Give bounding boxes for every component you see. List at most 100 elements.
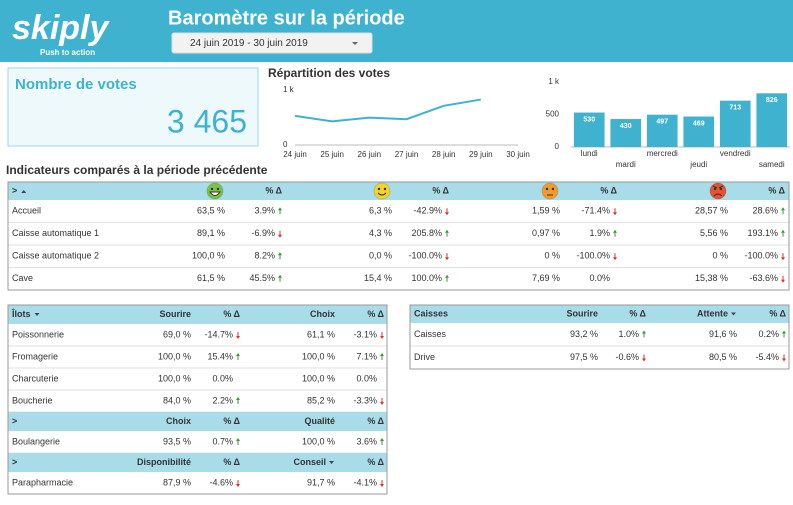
row-label: Charcuterie bbox=[12, 373, 59, 383]
column-header: Qualité bbox=[304, 416, 335, 426]
column-header: Sourire bbox=[159, 309, 191, 319]
cell-value: 63,5 % bbox=[197, 206, 225, 216]
x-tick-label: lundi bbox=[581, 149, 598, 158]
sort-caret bbox=[34, 313, 40, 316]
row-label: Boucherie bbox=[12, 395, 53, 405]
cell-value: 93,5 % bbox=[163, 436, 191, 446]
smiley-eye bbox=[383, 187, 387, 191]
column-header: Attente bbox=[697, 308, 728, 318]
cell-delta: 1.9% bbox=[589, 228, 610, 238]
cell-delta: 0.0% bbox=[589, 273, 610, 283]
page-title: Baromètre sur la période bbox=[168, 7, 405, 29]
cell-value: 100,0 % bbox=[158, 373, 191, 383]
row-label: Caisse automatique 2 bbox=[12, 251, 99, 261]
kpi-value: 3 465 bbox=[167, 103, 247, 139]
cell-delta: -100.0% bbox=[576, 251, 610, 261]
smiley-eye bbox=[713, 187, 717, 191]
cell-value: 80,5 % bbox=[709, 352, 737, 362]
x-tick-label: 25 juin bbox=[320, 150, 344, 159]
trend-arrow-head bbox=[380, 438, 384, 441]
trend-arrow-head bbox=[236, 353, 240, 356]
bar bbox=[610, 119, 642, 147]
kpi-box bbox=[7, 67, 259, 147]
bar-value-label: 430 bbox=[620, 123, 632, 130]
table-header bbox=[410, 305, 789, 323]
column-header: Choix bbox=[166, 416, 191, 426]
logo: skiply bbox=[12, 9, 110, 47]
column-header-delta: % Δ bbox=[367, 416, 384, 426]
row-label: Caisses bbox=[414, 329, 447, 339]
trend-arrow-head bbox=[613, 257, 617, 261]
cell-value: 100,0 % bbox=[302, 436, 335, 446]
cell-value: 61,5 % bbox=[197, 273, 225, 283]
trend-arrow-head bbox=[445, 212, 449, 216]
row-label: Accueil bbox=[12, 206, 41, 216]
cell-value: 84,0 % bbox=[163, 395, 191, 405]
trend-arrow-head bbox=[236, 336, 240, 339]
cell-value: 7,69 % bbox=[532, 273, 560, 283]
column-header: Conseil bbox=[293, 457, 326, 467]
trend-arrow-head bbox=[445, 274, 449, 278]
y-tick-label: 500 bbox=[546, 110, 560, 119]
cell-delta: 0.0% bbox=[356, 373, 377, 383]
smiley-eye bbox=[719, 187, 723, 191]
bar bbox=[756, 93, 788, 147]
cell-value: 1,59 % bbox=[532, 206, 560, 216]
bar-value-label: 497 bbox=[656, 119, 668, 126]
cell-delta: -6.9% bbox=[251, 228, 275, 238]
cell-value: 97,5 % bbox=[570, 352, 598, 362]
cell-value: 91,7 % bbox=[307, 477, 335, 487]
cell-delta: 7.1% bbox=[356, 351, 377, 361]
column-header-delta: % Δ bbox=[768, 185, 785, 195]
trend-arrow-head bbox=[380, 484, 384, 487]
header-label: > bbox=[12, 185, 17, 195]
table-header bbox=[8, 412, 387, 431]
trend-arrow-head bbox=[781, 279, 785, 283]
trend-arrow-head bbox=[782, 358, 786, 362]
cell-delta: -14.7% bbox=[204, 329, 233, 339]
cell-delta: 100.0% bbox=[411, 273, 442, 283]
smiley-mouth bbox=[377, 192, 387, 196]
cell-value: 0 % bbox=[712, 251, 728, 261]
header-label: Caisses bbox=[414, 308, 448, 318]
cell-value: 28,57 % bbox=[695, 206, 728, 216]
cell-delta: 2.2% bbox=[212, 395, 233, 405]
x-tick-label: samedi bbox=[759, 160, 785, 169]
trend-arrow-head bbox=[781, 207, 785, 211]
sort-caret bbox=[731, 312, 736, 316]
cell-delta: 8.2% bbox=[254, 251, 275, 261]
row-label: Boulangerie bbox=[12, 436, 60, 446]
column-header: Disponibilité bbox=[137, 457, 191, 467]
column-header: Choix bbox=[310, 309, 335, 319]
cell-delta: -5.4% bbox=[755, 352, 779, 362]
smiley-eye bbox=[210, 187, 214, 191]
smiley bbox=[373, 182, 391, 200]
trend-arrow-head bbox=[782, 330, 786, 334]
dropdown-caret bbox=[352, 42, 358, 45]
cell-delta: 3.9% bbox=[254, 206, 275, 216]
cell-delta: 0.2% bbox=[758, 329, 779, 339]
smiley-eye bbox=[545, 187, 549, 191]
cell-value: 93,2 % bbox=[570, 329, 598, 339]
smiley-eye bbox=[551, 187, 555, 191]
trend-arrow-head bbox=[613, 229, 617, 233]
logo-tagline: Push to action bbox=[40, 48, 95, 57]
trend-arrow-head bbox=[278, 234, 282, 238]
bar-value-label: 530 bbox=[583, 116, 595, 123]
cell-value: 100,0 % bbox=[192, 251, 225, 261]
bar-value-label: 469 bbox=[693, 120, 705, 127]
period-dropdown[interactable] bbox=[171, 32, 373, 54]
cell-delta: -63.6% bbox=[749, 273, 778, 283]
cell-value: 15,4 % bbox=[364, 273, 392, 283]
table-border bbox=[409, 304, 790, 370]
smiley-mouth bbox=[713, 193, 723, 197]
cell-delta: -3.1% bbox=[353, 329, 377, 339]
cell-delta: 205.8% bbox=[411, 228, 442, 238]
smiley-brows bbox=[712, 185, 724, 189]
kpi-label: Nombre de votes bbox=[15, 76, 137, 93]
x-tick-label: 26 juin bbox=[358, 150, 382, 159]
table-header bbox=[8, 305, 387, 324]
cell-delta: 193.1% bbox=[747, 228, 778, 238]
trend-arrow-head bbox=[236, 397, 240, 400]
